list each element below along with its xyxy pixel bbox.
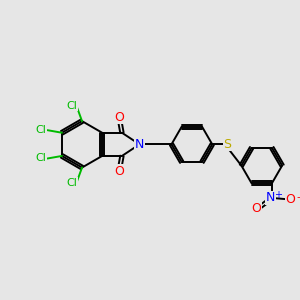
Text: O: O [251, 202, 261, 215]
Text: Cl: Cl [67, 178, 77, 188]
Text: -: - [296, 192, 300, 202]
Text: Cl: Cl [36, 125, 46, 135]
Text: N: N [135, 138, 144, 151]
Text: +: + [274, 190, 282, 200]
Text: O: O [286, 193, 296, 206]
Text: N: N [266, 191, 275, 204]
Text: Cl: Cl [67, 101, 77, 111]
Text: S: S [223, 138, 231, 151]
Text: O: O [114, 165, 124, 178]
Text: O: O [114, 111, 124, 124]
Text: Cl: Cl [36, 154, 46, 164]
